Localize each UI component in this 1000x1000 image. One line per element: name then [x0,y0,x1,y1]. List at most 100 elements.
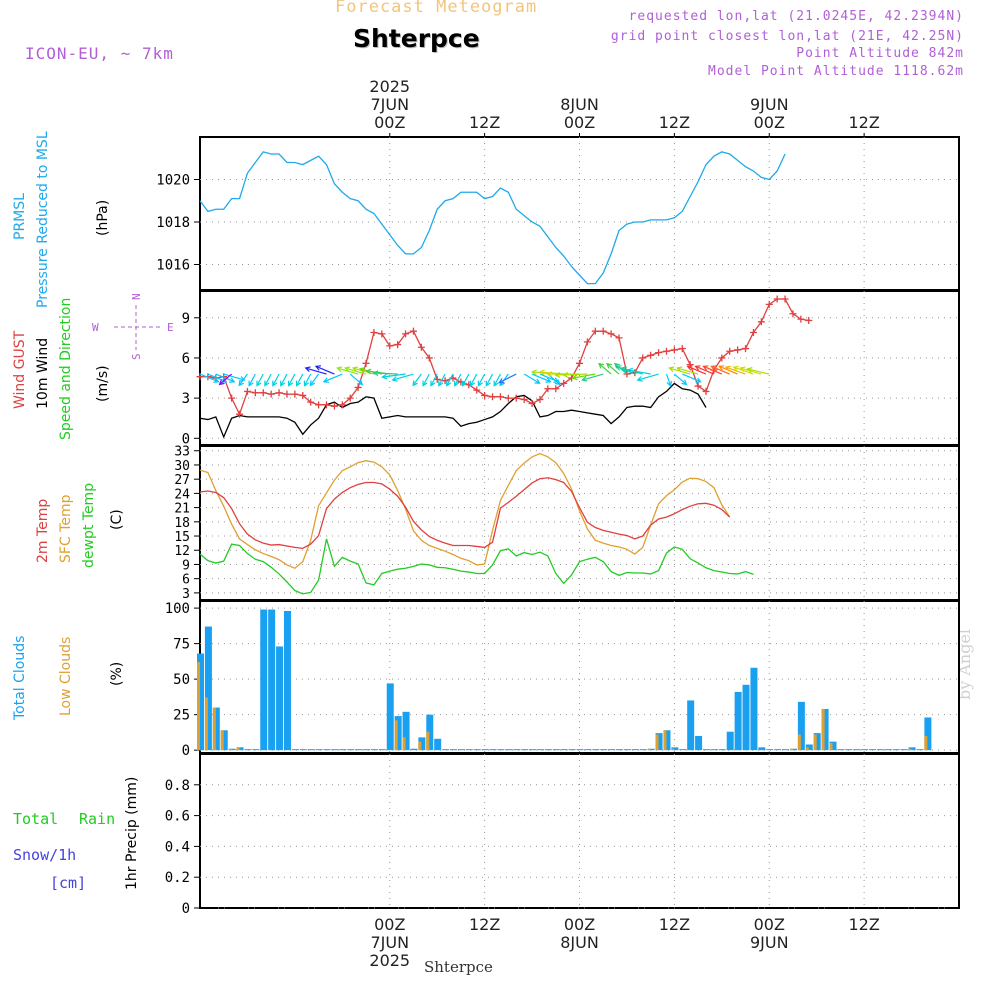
wind-arrow-head [213,377,220,383]
wind-arrow-head [344,366,351,372]
pressure-unit: (hPa) [95,200,111,236]
wind-arrow [493,373,501,386]
ytick-label: 6 [182,351,190,367]
precip-panel-labels: Total Rain Snow/1h [cm] 1hr Precip (mm) [13,777,140,892]
wind-gust-marker [520,395,528,403]
total-rain-label: Total [13,810,58,828]
bottom-time-label: 00Z [754,915,785,934]
wind-arrow-head [314,365,322,371]
wind-arrow-head [256,380,262,387]
total-cloud-bar [837,749,845,751]
wind-arrow-head [695,377,702,383]
cloud-panel-labels: Total Clouds Low Clouds (%) [12,636,125,721]
wind-gust-marker [489,393,497,401]
bottom-time-label: 12Z [469,915,500,934]
total-cloud-bar [663,730,671,751]
low-cloud-bar [220,730,224,751]
pressure-label-prmsl: PRMSL [12,193,28,240]
wind-arrow [446,373,454,386]
wind-compass-icon: N S W E [92,293,174,360]
total-cloud-bar [457,749,465,751]
total-cloud-bar [774,749,782,751]
wind-arrow-head [351,366,359,372]
wind-arrow [215,373,235,383]
wind-arrow-head [724,365,731,372]
wind-arrow-head [636,376,643,382]
wind-arrow [199,373,219,383]
ytick-label: 3 [182,587,190,602]
wind-gust-marker [394,341,402,349]
ytick-label: 30 [174,459,190,474]
ytick-label: 75 [173,637,190,653]
low-cloud-bar [236,747,240,751]
wind-gust-marker [528,399,536,407]
wind-arrow-head [615,365,622,371]
total-cloud-bar [402,711,410,751]
total-cloud-bar [331,749,339,751]
compass-n: N [130,293,143,300]
wind-arrow-head [280,380,286,387]
wind-gust-line [200,298,809,416]
wind-arrow [430,373,438,386]
wind-gust-marker [243,387,251,395]
total-cloud-bar [236,747,244,751]
total-cloud-bar [568,749,576,751]
wind-gust-marker [765,300,773,308]
total-cloud-bar [884,749,892,751]
ytick-label: 0.2 [165,870,190,886]
wind-arrow-head [493,380,499,387]
wind-arrow-head [358,367,366,373]
total-cloud-bar [789,748,797,751]
wind-10m-label: 10m Wind [35,338,51,409]
wind-arrow [349,373,363,385]
panel-frame-3 [199,600,960,754]
wind-arrow-head [485,380,491,387]
wind-arrow [665,373,672,387]
total-cloud-bar [394,716,402,751]
total-cloud-bar [726,731,734,751]
wind-gust-marker [378,330,386,338]
total-cloud-bar [291,749,299,751]
wind-arrow-head [336,366,343,372]
total-cloud-bar [529,749,537,751]
wind-arrow-head [571,374,578,381]
total-cloud-bar [260,609,268,751]
wind-arrow [438,373,446,386]
total-cloud-bar [339,749,347,751]
sfc-temp-line [199,452,731,570]
wind-arrow [673,373,687,385]
wind-arrow-head [554,371,561,378]
wind-arrow [682,373,701,383]
wind-arrow [485,373,494,386]
wind-arrow [373,372,398,375]
wind-arrow [422,373,430,386]
panel-frame-0 [199,136,960,291]
total-rain-label-b: Rain [79,810,115,828]
wind-arrow [582,373,604,381]
wind-arrow [563,373,588,376]
wind-gust-marker [576,359,583,367]
wind-gust-marker [473,386,481,394]
wind-arrow-head [710,365,717,371]
ytick-label: 0 [182,901,190,917]
clouds-unit: (%) [109,662,125,686]
panel-frame-4 [199,753,960,909]
total-cloud-bar [204,626,212,751]
total-cloud-bar [853,749,861,751]
ytick-label: 9 [182,311,190,327]
wind-gust-marker [346,394,354,402]
total-cloud-bar [695,735,703,751]
wind-gust-marker [607,330,615,338]
wind-arrow [523,373,540,384]
total-cloud-bar [244,749,252,751]
wind-arrow [469,373,478,386]
top-time-label: 00Z [754,113,785,132]
wind-arrow [412,373,422,386]
top-time-label: 12Z [848,113,879,132]
total-cloud-bar [703,749,710,751]
total-cloud-bar [623,749,631,751]
wind-arrow-head [626,367,634,374]
total-cloud-bar [766,749,774,751]
total-cloud-bar [355,749,363,751]
ytick-label: 0.8 [165,778,190,794]
